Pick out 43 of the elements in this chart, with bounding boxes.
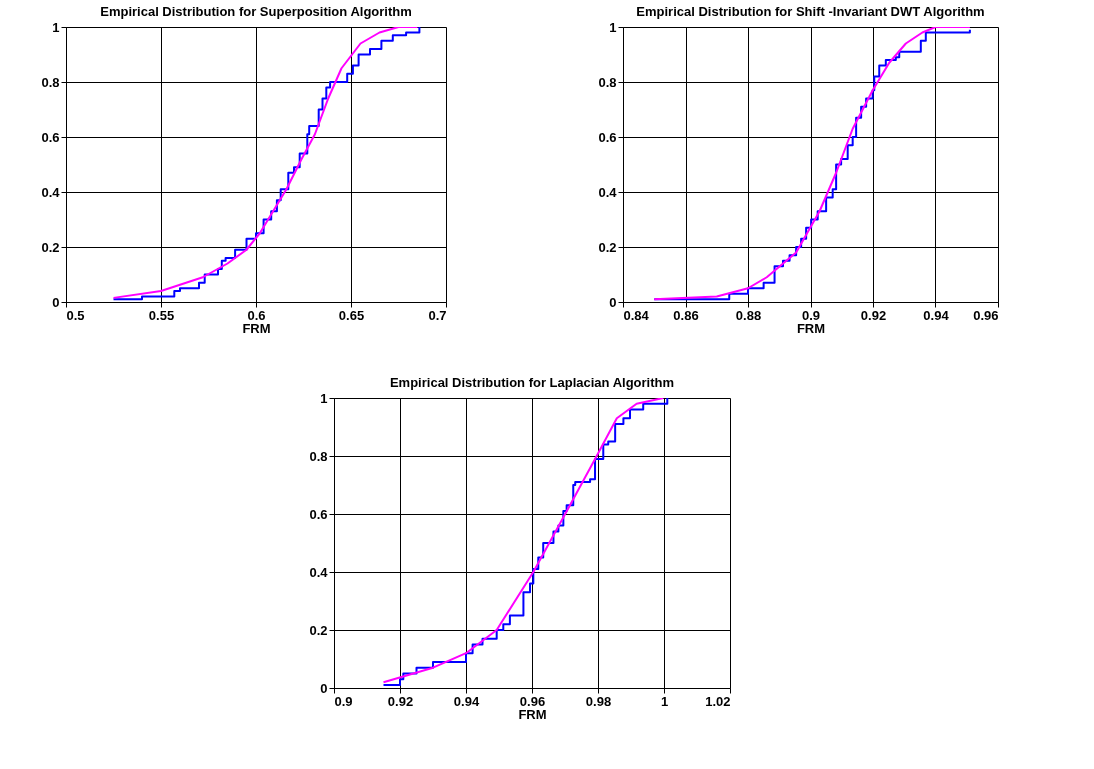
y-tick-label: 0.4: [41, 184, 61, 200]
chart-title: Empirical Distribution for Laplacian Algorithm: [389, 375, 675, 390]
x-tick-label: 0.7: [428, 307, 447, 323]
y-tick-label: 0.6: [309, 506, 328, 522]
y-tick-label: 0.8: [41, 74, 60, 90]
x-tick-label: 0.55: [148, 307, 175, 323]
y-tick-label: 0.6: [598, 129, 617, 145]
x-tick-label: 0.5: [66, 307, 85, 323]
y-tick-label: 1: [609, 19, 617, 35]
y-tick-label: 0.2: [41, 239, 60, 255]
y-tick-label: 0: [609, 294, 617, 310]
y-tick-label: 1: [320, 390, 328, 406]
x-tick-label: 0.86: [673, 307, 699, 323]
x-axis-title: FRM: [242, 320, 271, 336]
x-tick-label: 0.98: [585, 693, 612, 709]
x-tick-label: 0.9: [801, 307, 821, 323]
chart-title: Empirical Distribution for Superposition Algorithm: [100, 4, 412, 19]
y-tick-label: 0.2: [309, 622, 328, 638]
y-tick-label: 0: [52, 294, 60, 310]
x-tick-label: 1: [660, 693, 669, 709]
x-axis-title: FRM: [796, 320, 826, 336]
y-tick-label: 0.4: [309, 564, 329, 580]
chart-title: Empirical Distribution for Shift -Invariant DWT Algorithm: [636, 4, 985, 19]
y-tick-label: 0.6: [41, 129, 60, 145]
x-tick-label: 0.92: [860, 307, 887, 323]
x-tick-label: 1.02: [705, 693, 731, 709]
y-tick-label: 0.4: [598, 184, 618, 200]
x-tick-label: 0.84: [623, 307, 650, 323]
x-tick-label: 0.92: [387, 693, 414, 709]
y-tick-label: 1: [52, 19, 60, 35]
y-tick-label: 0.8: [309, 448, 328, 464]
x-tick-label: 0.88: [735, 307, 762, 323]
x-axis-title: FRM: [518, 706, 547, 722]
x-tick-label: 0.65: [338, 307, 365, 323]
y-tick-label: 0.2: [598, 239, 617, 255]
y-tick-label: 0.8: [598, 74, 617, 90]
y-tick-label: 0: [320, 680, 328, 696]
x-tick-label: 0.9: [334, 693, 353, 709]
x-tick-label: 0.94: [923, 307, 950, 323]
x-tick-label: 0.96: [973, 307, 999, 323]
x-tick-label: 0.94: [453, 693, 480, 709]
x-tick-label: 0.6: [247, 307, 266, 323]
x-tick-label: 0.96: [519, 693, 546, 709]
